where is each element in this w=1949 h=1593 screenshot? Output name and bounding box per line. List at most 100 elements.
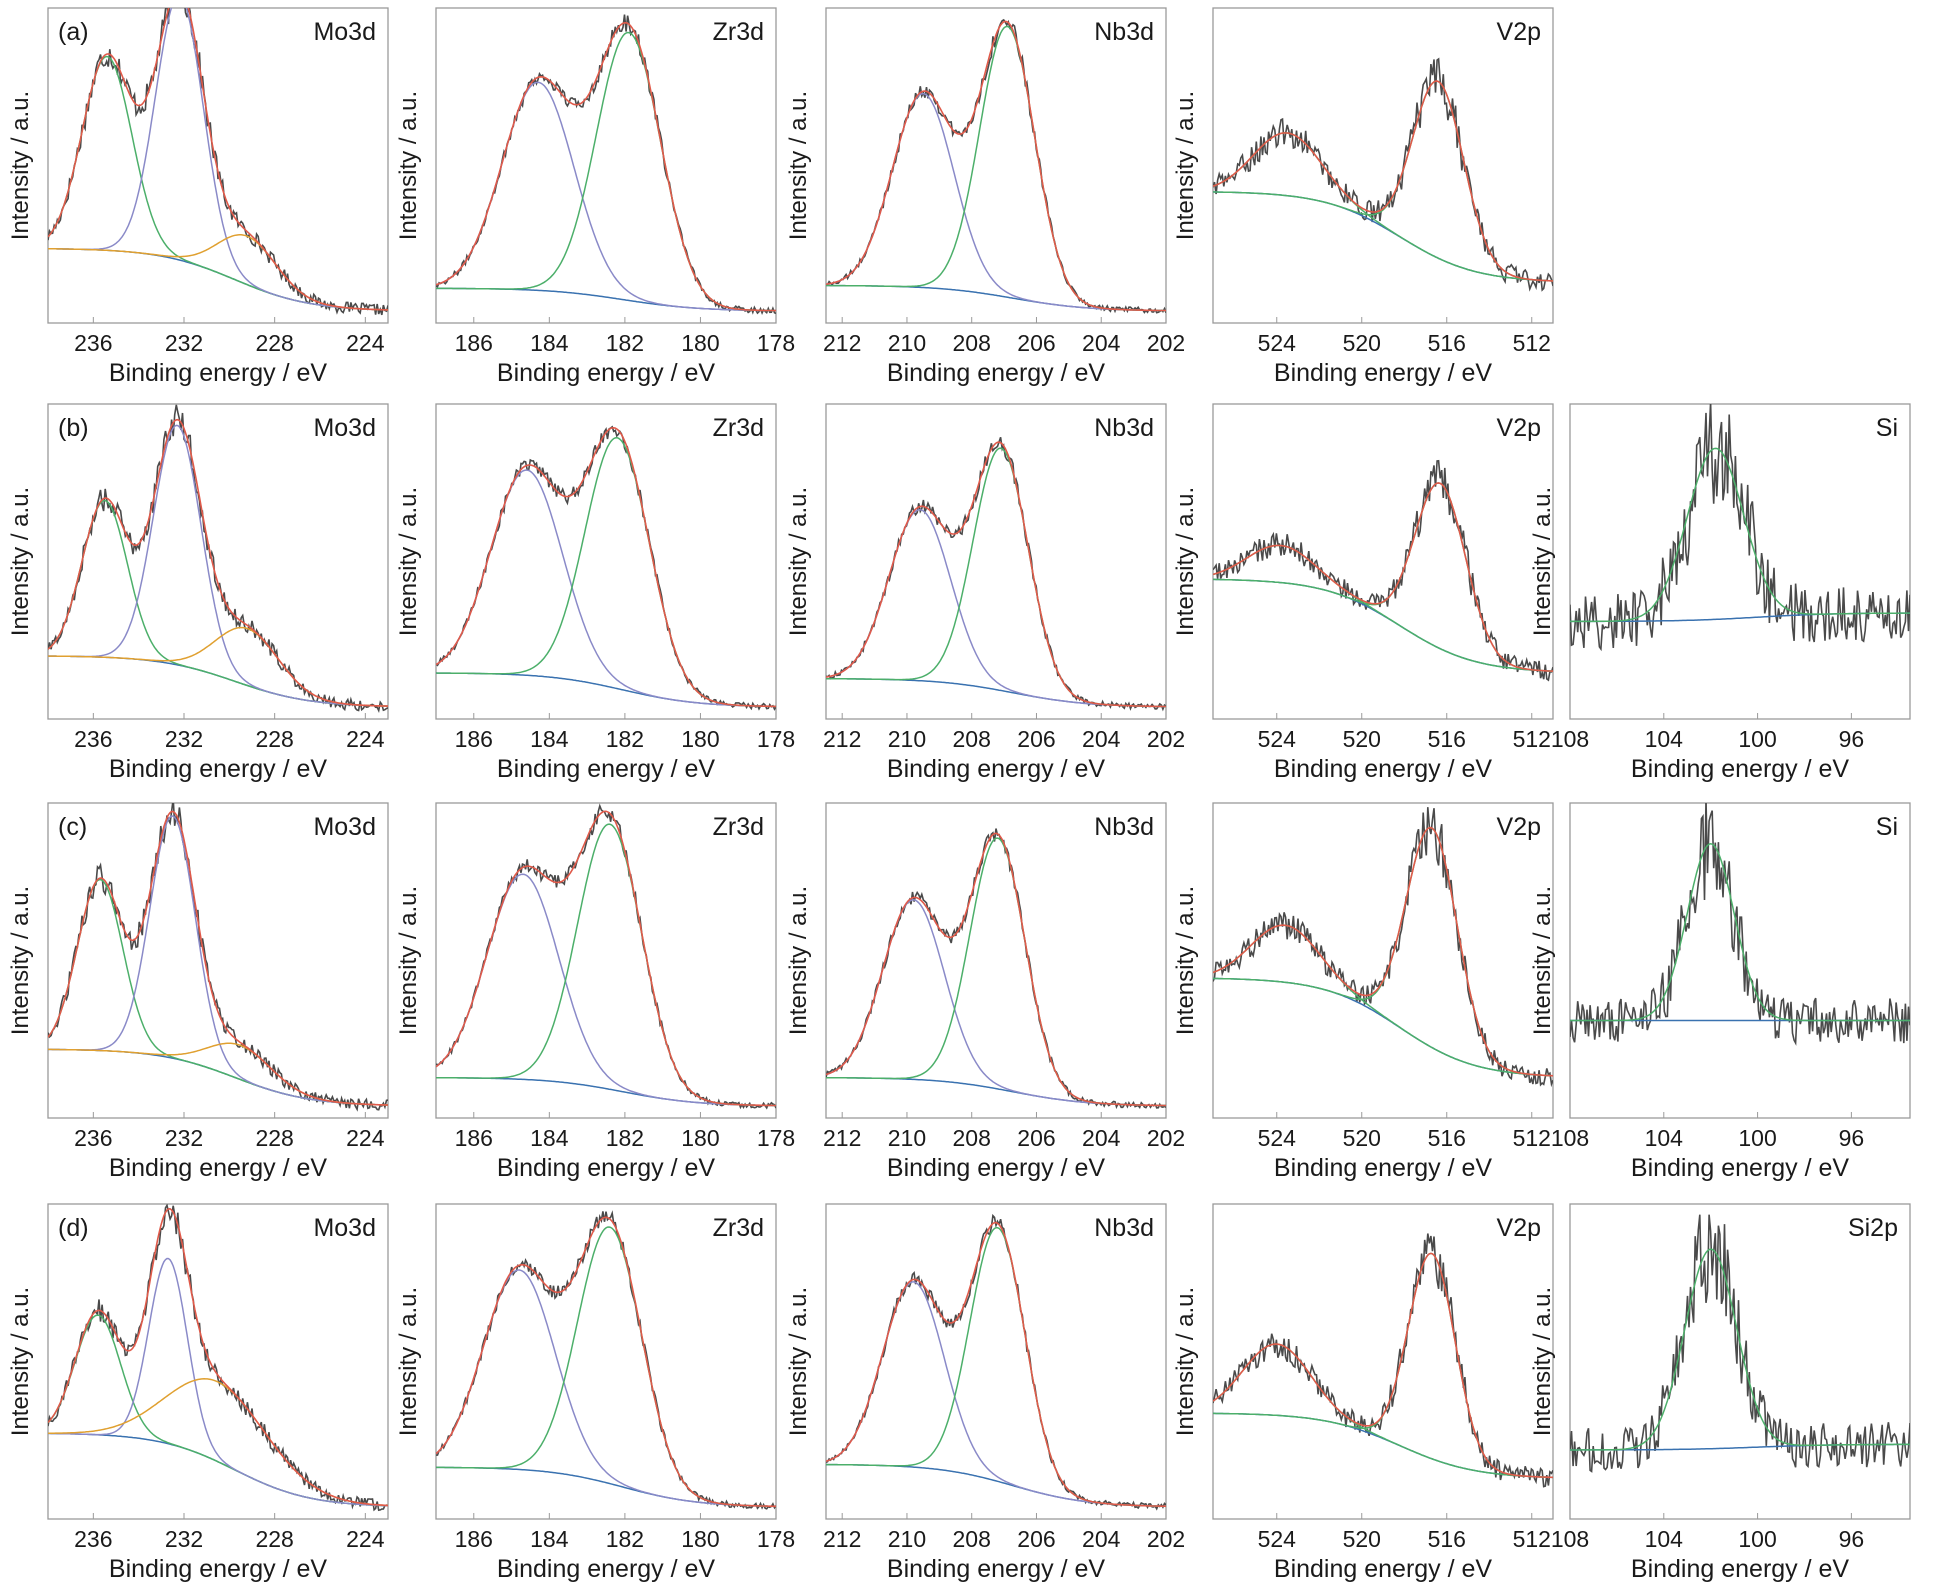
plot-area <box>436 803 776 1110</box>
envelope-fit-line <box>1213 80 1553 282</box>
fit-component-line <box>826 1226 1166 1508</box>
y-axis-label: Intensity / a.u. <box>395 886 422 1035</box>
plot-frame <box>435 1203 777 1520</box>
x-tick-label: 108 <box>1551 1526 1589 1552</box>
x-tick-label: 210 <box>888 1526 926 1552</box>
y-axis-label: Intensity / a.u. <box>785 886 812 1035</box>
envelope-fit-line <box>48 8 388 311</box>
plot-frame <box>1569 802 1911 1119</box>
x-tick-label: 100 <box>1738 1125 1776 1151</box>
raw-spectrum-line <box>1570 803 1910 1046</box>
x-tick-label: 204 <box>1082 330 1121 356</box>
panel-zr3d-row3: 186 184 182 180 178 Binding energy / eV Intens… <box>395 802 795 1182</box>
x-tick-label: 224 <box>346 726 385 752</box>
panel-title: Si <box>1876 813 1898 841</box>
x-tick-label: 208 <box>953 1125 991 1151</box>
x-tick-label: 212 <box>823 726 861 752</box>
row-label: (a) <box>58 18 89 46</box>
raw-spectrum-line <box>1213 57 1553 292</box>
background-line <box>1213 977 1553 1077</box>
y-axis-label: Intensity / a.u. <box>1172 91 1199 240</box>
background-line <box>1213 1412 1553 1479</box>
y-axis-label: Intensity / a.u. <box>7 91 34 240</box>
plot-frame <box>825 403 1167 720</box>
x-tick-label: 206 <box>1017 1125 1055 1151</box>
raw-spectrum-line <box>48 1204 388 1512</box>
x-tick-label: 204 <box>1082 1526 1121 1552</box>
fit-component-line <box>48 626 388 707</box>
x-tick-label: 206 <box>1017 330 1055 356</box>
panel-nb3d-row1: 212 210 208 206 204 202 Binding energy / eV Int… <box>785 7 1185 387</box>
plot-area <box>48 803 388 1112</box>
x-axis-label: Binding energy / eV <box>497 1555 716 1583</box>
fit-component-line <box>48 1257 388 1507</box>
x-tick-label: 180 <box>681 1526 719 1552</box>
y-axis-label: Intensity / a.u. <box>7 1287 34 1436</box>
y-axis-label: Intensity / a.u. <box>395 1287 422 1436</box>
plot-frame <box>47 403 389 720</box>
panel-title: Mo3d <box>313 1214 376 1242</box>
x-tick-label: 516 <box>1428 1125 1466 1151</box>
x-axis-label: Binding energy / eV <box>887 1555 1106 1583</box>
x-tick-label: 104 <box>1645 1526 1684 1552</box>
panel-v2p-row4: 524 520 516 512 Binding energy / eV Intensity… <box>1172 1203 1554 1583</box>
panel-title: Mo3d <box>313 813 376 841</box>
x-tick-label: 182 <box>606 1125 644 1151</box>
x-tick-label: 232 <box>165 1125 203 1151</box>
panel-si2p-row4: 108 104 100 96 Binding energy / eV Intensity … <box>1529 1203 1911 1583</box>
x-tick-label: 228 <box>255 1526 293 1552</box>
y-axis-label: Intensity / a.u. <box>1529 1287 1556 1436</box>
plot-frame <box>1212 802 1554 1119</box>
plot-area <box>826 1213 1166 1511</box>
x-tick-label: 186 <box>455 1125 493 1151</box>
panel-title: V2p <box>1497 813 1541 841</box>
x-axis-label: Binding energy / eV <box>497 359 716 387</box>
panel-title: Zr3d <box>713 1214 764 1242</box>
panel-title: Zr3d <box>713 414 764 442</box>
fit-component-line <box>826 447 1166 708</box>
background-line <box>48 655 388 707</box>
plot-frame <box>47 7 389 324</box>
raw-spectrum-line <box>826 1213 1166 1511</box>
envelope-fit-line <box>1213 826 1553 1077</box>
fit-component-line <box>1213 826 1553 1077</box>
plot-frame <box>1569 403 1911 720</box>
panel-title: Mo3d <box>313 18 376 46</box>
x-tick-label: 180 <box>681 1125 719 1151</box>
x-tick-label: 182 <box>606 1526 644 1552</box>
fit-component-line <box>48 815 388 1106</box>
y-axis-label: Intensity / a.u. <box>1172 886 1199 1035</box>
x-tick-label: 206 <box>1017 726 1055 752</box>
background-line <box>48 1432 388 1507</box>
x-tick-label: 212 <box>823 1125 861 1151</box>
x-tick-label: 178 <box>757 1526 795 1552</box>
plot-frame <box>435 403 777 720</box>
plot-area <box>826 436 1166 712</box>
fit-component-line <box>1570 447 1910 623</box>
plot-area <box>436 425 776 711</box>
panel-v2p-row3: 524 520 516 512 Binding energy / eV Intensity… <box>1172 802 1554 1182</box>
fit-component-line <box>826 25 1166 312</box>
plot-frame <box>47 802 389 1119</box>
plot-area <box>1570 803 1910 1046</box>
plot-frame <box>1212 7 1554 324</box>
x-tick-label: 524 <box>1258 726 1297 752</box>
x-tick-label: 208 <box>953 1526 991 1552</box>
x-tick-label: 104 <box>1645 726 1684 752</box>
x-axis-label: Binding energy / eV <box>497 1154 716 1182</box>
raw-spectrum-line <box>436 425 776 711</box>
fit-component-line <box>826 1281 1166 1508</box>
x-tick-label: 520 <box>1343 330 1381 356</box>
x-tick-label: 512 <box>1513 1526 1551 1552</box>
x-tick-label: 178 <box>757 1125 795 1151</box>
plot-area <box>1213 807 1553 1088</box>
x-axis-label: Binding energy / eV <box>497 755 716 783</box>
x-tick-label: 184 <box>530 1526 569 1552</box>
panel-title: Nb3d <box>1094 18 1154 46</box>
plot-area <box>48 404 388 714</box>
fit-component-line <box>826 92 1166 312</box>
x-tick-label: 100 <box>1738 726 1776 752</box>
x-tick-label: 228 <box>255 1125 293 1151</box>
plot-area <box>48 1204 388 1512</box>
row-label: (d) <box>58 1214 89 1242</box>
